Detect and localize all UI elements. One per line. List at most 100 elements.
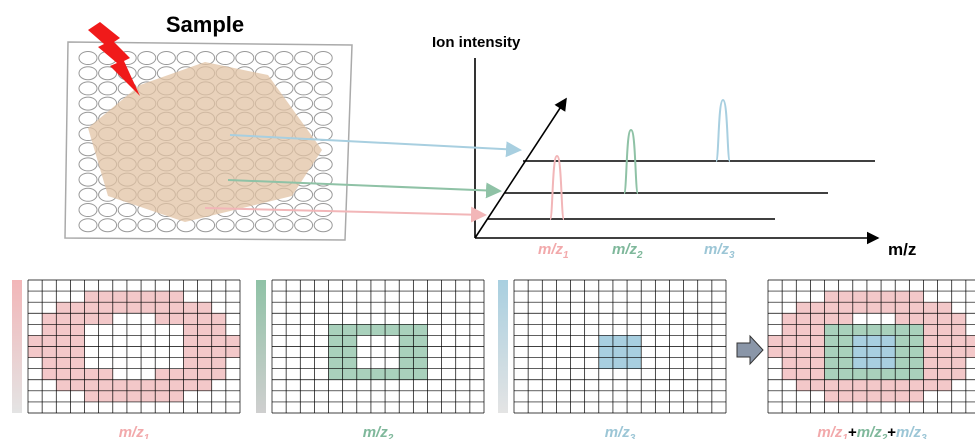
- pixel: [839, 391, 853, 402]
- pixel: [599, 358, 613, 369]
- pixel: [371, 324, 385, 335]
- pixel: [810, 347, 824, 358]
- image-label: m/z2: [363, 424, 394, 439]
- pixel: [853, 335, 867, 346]
- pixel: [113, 291, 127, 302]
- pixel: [42, 347, 56, 358]
- pixel: [839, 347, 853, 358]
- pixel: [825, 380, 839, 391]
- pixel: [782, 335, 796, 346]
- pixel: [909, 291, 923, 302]
- pixel: [839, 302, 853, 313]
- peak-label: m/z1: [538, 241, 569, 261]
- pixel: [155, 380, 169, 391]
- peak-label: m/z3: [704, 241, 735, 261]
- pixel: [952, 324, 966, 335]
- pixel: [853, 302, 867, 313]
- pixel: [782, 347, 796, 358]
- pixel: [198, 369, 212, 380]
- pixel: [413, 369, 427, 380]
- pixel: [343, 369, 357, 380]
- pixel: [867, 380, 881, 391]
- y-axis-label: Ion intensity: [432, 34, 521, 51]
- pixel: [839, 324, 853, 335]
- pixel: [895, 335, 909, 346]
- pixel: [881, 347, 895, 358]
- pixel: [357, 369, 371, 380]
- pixel: [938, 369, 952, 380]
- pixel: [952, 335, 966, 346]
- intensity-bar: [12, 280, 22, 413]
- pixel: [343, 324, 357, 335]
- pixel: [867, 391, 881, 402]
- pixel: [810, 324, 824, 335]
- pixel: [768, 347, 782, 358]
- pixel: [127, 391, 141, 402]
- pixel: [28, 347, 42, 358]
- peaks: [550, 100, 730, 219]
- pixel: [169, 391, 183, 402]
- pixel: [198, 324, 212, 335]
- pixel: [867, 335, 881, 346]
- pixel: [853, 291, 867, 302]
- pixel: [226, 347, 240, 358]
- pixel: [399, 324, 413, 335]
- intensity-bar: [498, 280, 508, 413]
- pixel: [329, 324, 343, 335]
- pixel: [895, 347, 909, 358]
- pixel: [28, 335, 42, 346]
- pixel: [371, 369, 385, 380]
- pixel: [212, 335, 226, 346]
- pixel: [413, 335, 427, 346]
- pixel: [70, 358, 84, 369]
- pixel: [183, 313, 197, 324]
- pixel: [839, 291, 853, 302]
- pixel: [329, 347, 343, 358]
- pixel: [85, 380, 99, 391]
- pixel: [42, 335, 56, 346]
- pixel: [782, 313, 796, 324]
- pixel: [768, 335, 782, 346]
- pixel: [853, 391, 867, 402]
- pixel: [56, 313, 70, 324]
- pixel: [867, 302, 881, 313]
- pixel: [810, 335, 824, 346]
- pixel: [399, 347, 413, 358]
- pixel: [613, 358, 627, 369]
- pixel: [169, 380, 183, 391]
- pixel: [796, 302, 810, 313]
- pixel: [952, 358, 966, 369]
- intensity-bar: [256, 280, 266, 413]
- pixel: [70, 324, 84, 335]
- pixel: [782, 369, 796, 380]
- pixel: [952, 369, 966, 380]
- pixel: [85, 369, 99, 380]
- pixel: [796, 335, 810, 346]
- pixel: [42, 324, 56, 335]
- pixel: [796, 358, 810, 369]
- pixel: [357, 324, 371, 335]
- pixel: [895, 291, 909, 302]
- pixel: [113, 380, 127, 391]
- pixel: [796, 324, 810, 335]
- pixel: [70, 302, 84, 313]
- pixel: [825, 324, 839, 335]
- pixel: [141, 302, 155, 313]
- pixel: [966, 335, 975, 346]
- pixel: [627, 335, 641, 346]
- pixel: [169, 302, 183, 313]
- axes: [475, 58, 878, 238]
- pixel: [42, 313, 56, 324]
- pixel: [413, 347, 427, 358]
- pixel: [867, 291, 881, 302]
- pixel: [923, 324, 937, 335]
- pixel: [399, 358, 413, 369]
- pixel: [599, 335, 613, 346]
- pixel: [141, 291, 155, 302]
- pixel: [923, 358, 937, 369]
- pixel: [782, 358, 796, 369]
- pixel: [212, 313, 226, 324]
- pixel: [42, 358, 56, 369]
- pixel: [909, 347, 923, 358]
- pixel: [169, 291, 183, 302]
